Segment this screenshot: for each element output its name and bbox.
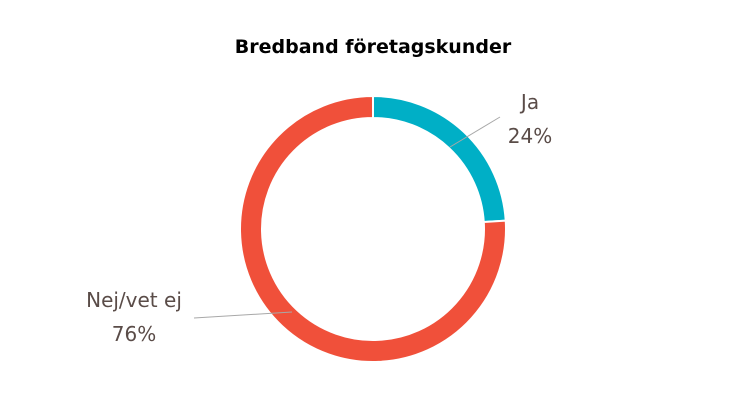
leader-line-nej-vet-ej: [193, 311, 293, 319]
label-category-ja: Ja: [519, 90, 539, 114]
leader-line-ja: [449, 116, 501, 148]
slice-nej-vet-ej: [239, 94, 507, 363]
label-value-ja: 24%: [508, 124, 552, 148]
label-category-nej-vet-ej: Nej/vet ej: [86, 288, 182, 312]
chart-title: Bredband företagskunder: [234, 36, 512, 58]
donut-slices: [239, 94, 507, 363]
label-value-nej-vet-ej: 76%: [112, 322, 156, 346]
data-labels: Ja 24% Nej/vet ej 76%: [86, 90, 552, 346]
slice-ja: [372, 94, 507, 224]
